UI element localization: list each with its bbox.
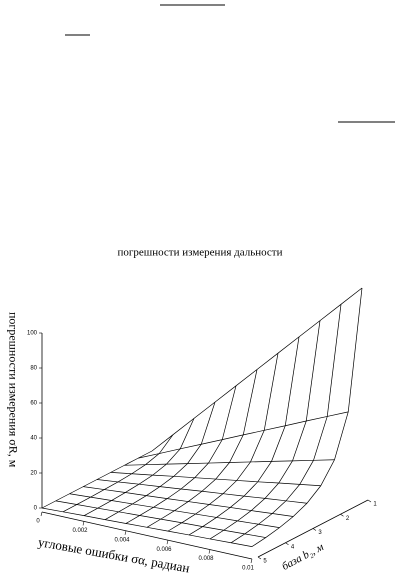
y-axis-label: база b₂, м <box>280 541 326 573</box>
surface-column <box>188 336 300 536</box>
x-tick-label: 0.004 <box>114 537 130 543</box>
x-tick-label: 0 <box>36 519 40 525</box>
x-tick-label: 0.01 <box>242 566 254 572</box>
surface-column <box>146 369 258 528</box>
x-tick <box>166 540 169 545</box>
surface-column <box>62 434 174 513</box>
x-tick <box>250 558 253 564</box>
y-tick <box>257 556 262 560</box>
x-tick-label: 0.006 <box>156 547 172 553</box>
x-tick <box>124 530 127 535</box>
y-tick-label: 1 <box>373 502 377 508</box>
x-tick-label: 0.002 <box>72 528 88 534</box>
y-tick <box>312 528 317 531</box>
y-tick-label: 3 <box>318 530 322 536</box>
x-axis <box>41 511 253 560</box>
x-tick <box>40 511 43 517</box>
surface-column <box>251 287 363 547</box>
y-tick <box>340 514 344 517</box>
x-tick <box>208 549 211 554</box>
y-tick-label: 5 <box>263 559 267 565</box>
surface-column <box>230 304 342 544</box>
surface-column <box>104 401 216 520</box>
x-tick <box>82 521 85 526</box>
x-tick-label: 0.008 <box>198 556 214 562</box>
z-tick-label: 100 <box>27 331 38 337</box>
y-tick-label: 2 <box>346 516 350 522</box>
z-tick-label: 80 <box>30 366 37 372</box>
surface-column <box>41 450 153 509</box>
y-tick-label: 4 <box>291 544 295 550</box>
y-tick <box>285 542 289 545</box>
z-tick-label: 60 <box>30 401 37 407</box>
surface-column <box>209 320 321 540</box>
surface-column <box>125 385 237 524</box>
z-axis-label: погрешности измерения σR, м <box>6 312 20 468</box>
y-tick <box>367 499 372 503</box>
surface-column <box>167 353 279 532</box>
z-tick-label: 40 <box>30 436 37 442</box>
z-tick-label: 20 <box>30 471 37 477</box>
surface-column <box>83 418 195 516</box>
z-tick-label: 0 <box>34 506 38 512</box>
chart-title: погрешности измерения дальности <box>118 247 283 259</box>
